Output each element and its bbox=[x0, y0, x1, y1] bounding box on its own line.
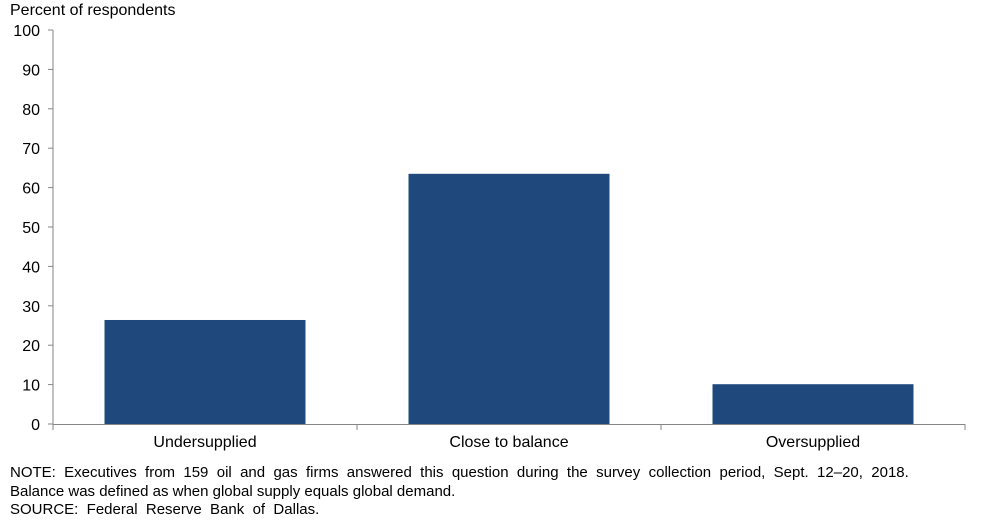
y-tick-label: 0 bbox=[31, 417, 40, 434]
bar-undersupplied bbox=[104, 319, 306, 424]
chart-notes: NOTE: Executives from 159 oil and gas fi… bbox=[10, 464, 909, 520]
y-tick-label: 70 bbox=[22, 141, 40, 158]
note-line-1: NOTE: Executives from 159 oil and gas fi… bbox=[10, 464, 909, 481]
y-tick-label: 100 bbox=[13, 23, 40, 40]
note-line-2: Balance was defined as when global suppl… bbox=[10, 482, 456, 500]
y-tick-label: 40 bbox=[22, 259, 40, 276]
y-tick-label: 30 bbox=[22, 299, 40, 316]
bar-close-to-balance bbox=[408, 173, 610, 424]
y-tick-label: 80 bbox=[22, 102, 40, 119]
note-line-3: SOURCE: Federal Reserve Bank of Dallas. bbox=[10, 501, 320, 518]
y-tick-label: 90 bbox=[22, 62, 40, 79]
y-tick-label: 10 bbox=[22, 378, 40, 395]
bar-oversupplied bbox=[712, 384, 914, 424]
x-tick-label: Oversupplied bbox=[766, 434, 860, 451]
x-tick-label: Close to balance bbox=[449, 434, 568, 451]
y-tick-label: 60 bbox=[22, 181, 40, 198]
y-axis-label: Percent of respondents bbox=[10, 2, 176, 19]
x-tick-label: Undersupplied bbox=[153, 434, 256, 451]
y-tick-label: 20 bbox=[22, 338, 40, 355]
y-tick-label: 50 bbox=[22, 220, 40, 237]
